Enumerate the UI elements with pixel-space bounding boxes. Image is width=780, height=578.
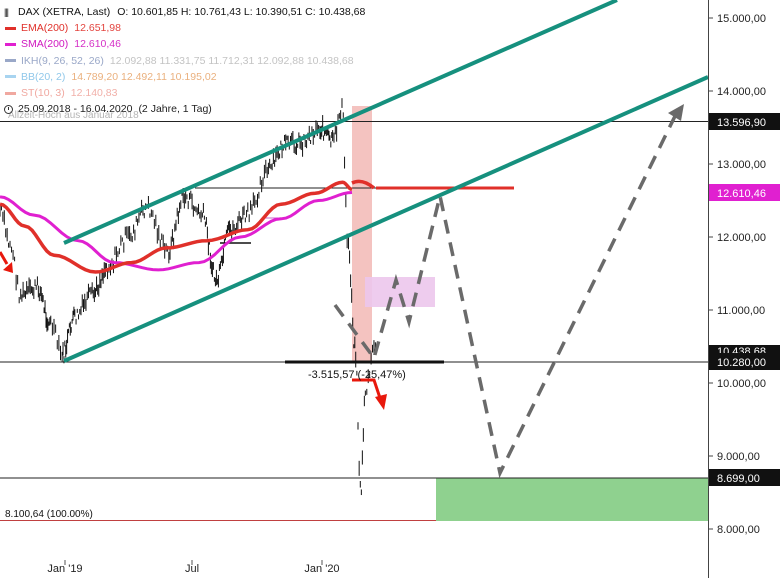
annotation-ath: Allzeit-Hoch aus Januar 2018 xyxy=(8,110,139,121)
ema-label: EMA(200) xyxy=(21,22,69,35)
channel-lower-line xyxy=(63,75,709,363)
sma-values: 12.610,46 xyxy=(74,38,121,51)
y-tick-label: 13.000,00 xyxy=(717,159,766,171)
x-axis: Jan '19 Jul Jan '20 xyxy=(47,560,340,575)
y-tick-label: 8.000,00 xyxy=(717,524,760,536)
label-box-target xyxy=(709,469,780,486)
y-axis: 8.000,00 9.000,00 10.000,00 11.000,00 12.000… xyxy=(708,0,766,578)
x-tick-label-jan20: Jan '20 xyxy=(304,563,339,575)
label-box-last xyxy=(709,345,780,356)
annotation-projection: 8.100,64 (100.00%) xyxy=(5,509,93,520)
sma-200-line xyxy=(0,191,353,272)
ema-swatch xyxy=(5,26,16,30)
period: (2 Jahre, 1 Tag) xyxy=(138,103,212,116)
ema-200-line-tail xyxy=(351,179,376,190)
legend-item-ema[interactable]: EMA(200) 12.651,98 xyxy=(4,20,365,36)
chart-legend: ||| DAX (XETRA, Last) O: 10.601,85 H: 10… xyxy=(4,4,365,117)
price-bars xyxy=(0,98,376,496)
channel-upper-line xyxy=(63,0,618,245)
forecast-path-1 xyxy=(333,109,680,479)
y-tick-label: 11.000,00 xyxy=(717,305,765,317)
legend-item-ikh[interactable]: IKH(9, 26, 52, 26) 12.092,88 11.331,75 1… xyxy=(4,53,365,69)
consolidation-zone xyxy=(365,277,435,307)
y-tick-label: 14.000,00 xyxy=(717,86,766,98)
sma-label: SMA(200) xyxy=(21,38,69,51)
annotation-drop: -3.515,57 (-25,47%) xyxy=(308,369,406,381)
ikh-swatch xyxy=(5,59,16,63)
y-tick-label: 9.000,00 xyxy=(717,451,760,463)
st-values: 12.140,83 xyxy=(70,87,118,100)
forecast-arrowhead xyxy=(668,104,684,121)
red-arrow-left xyxy=(0,251,13,273)
label-box-support xyxy=(709,353,780,370)
label-support: 10.280,00 xyxy=(717,357,766,369)
sma-swatch xyxy=(5,42,16,46)
label-ath: 13.596,90 xyxy=(717,117,766,129)
label-box-sma xyxy=(709,184,780,201)
instrument-title: DAX (XETRA, Last) xyxy=(18,6,111,19)
y-tick-label: 15.000,00 xyxy=(717,13,766,25)
bars-icon: ||| xyxy=(4,7,9,18)
label-box-ath xyxy=(709,113,780,130)
ema-200-line xyxy=(0,180,353,274)
bb-label: BB(20, 2) xyxy=(21,70,66,83)
legend-item-bb[interactable]: BB(20, 2) 14.789,20 12.492,11 10.195,02 xyxy=(4,69,365,85)
st-swatch xyxy=(5,91,16,95)
bb-values: 14.789,20 12.492,11 10.195,02 xyxy=(71,70,217,83)
legend-item-st[interactable]: ST(10, 3) 12.140,83 xyxy=(4,85,365,101)
x-tick-label-jan19: Jan '19 xyxy=(47,563,82,575)
y-tick-label: 10.000,00 xyxy=(717,378,766,390)
ikh-label: IKH(9, 26, 52, 26) xyxy=(21,54,104,67)
label-sma: 12.610,46 xyxy=(717,188,766,200)
clock-icon xyxy=(4,104,13,114)
bb-swatch xyxy=(5,75,16,79)
st-label: ST(10, 3) xyxy=(21,87,65,100)
legend-date-row: 25.09.2018 - 16.04.2020 (2 Jahre, 1 Tag) xyxy=(4,101,365,117)
red-arrow-right xyxy=(352,378,387,410)
ikh-values: 12.092,88 11.331,75 11.712,31 12.092,88 … xyxy=(109,54,354,67)
legend-item-sma[interactable]: SMA(200) 12.610,46 xyxy=(4,36,365,52)
x-tick-label-jul: Jul xyxy=(185,563,199,575)
legend-title-row: ||| DAX (XETRA, Last) O: 10.601,85 H: 10… xyxy=(4,4,365,20)
ohlc-values: O: 10.601,85 H: 10.761,43 L: 10.390,51 C… xyxy=(117,6,366,19)
label-target: 8.699,00 xyxy=(717,473,760,485)
ema-values: 12.651,98 xyxy=(74,22,121,35)
target-zone xyxy=(436,478,708,521)
y-tick-label: 12.000,00 xyxy=(717,232,766,244)
date-range: 25.09.2018 - 16.04.2020 xyxy=(18,103,133,116)
